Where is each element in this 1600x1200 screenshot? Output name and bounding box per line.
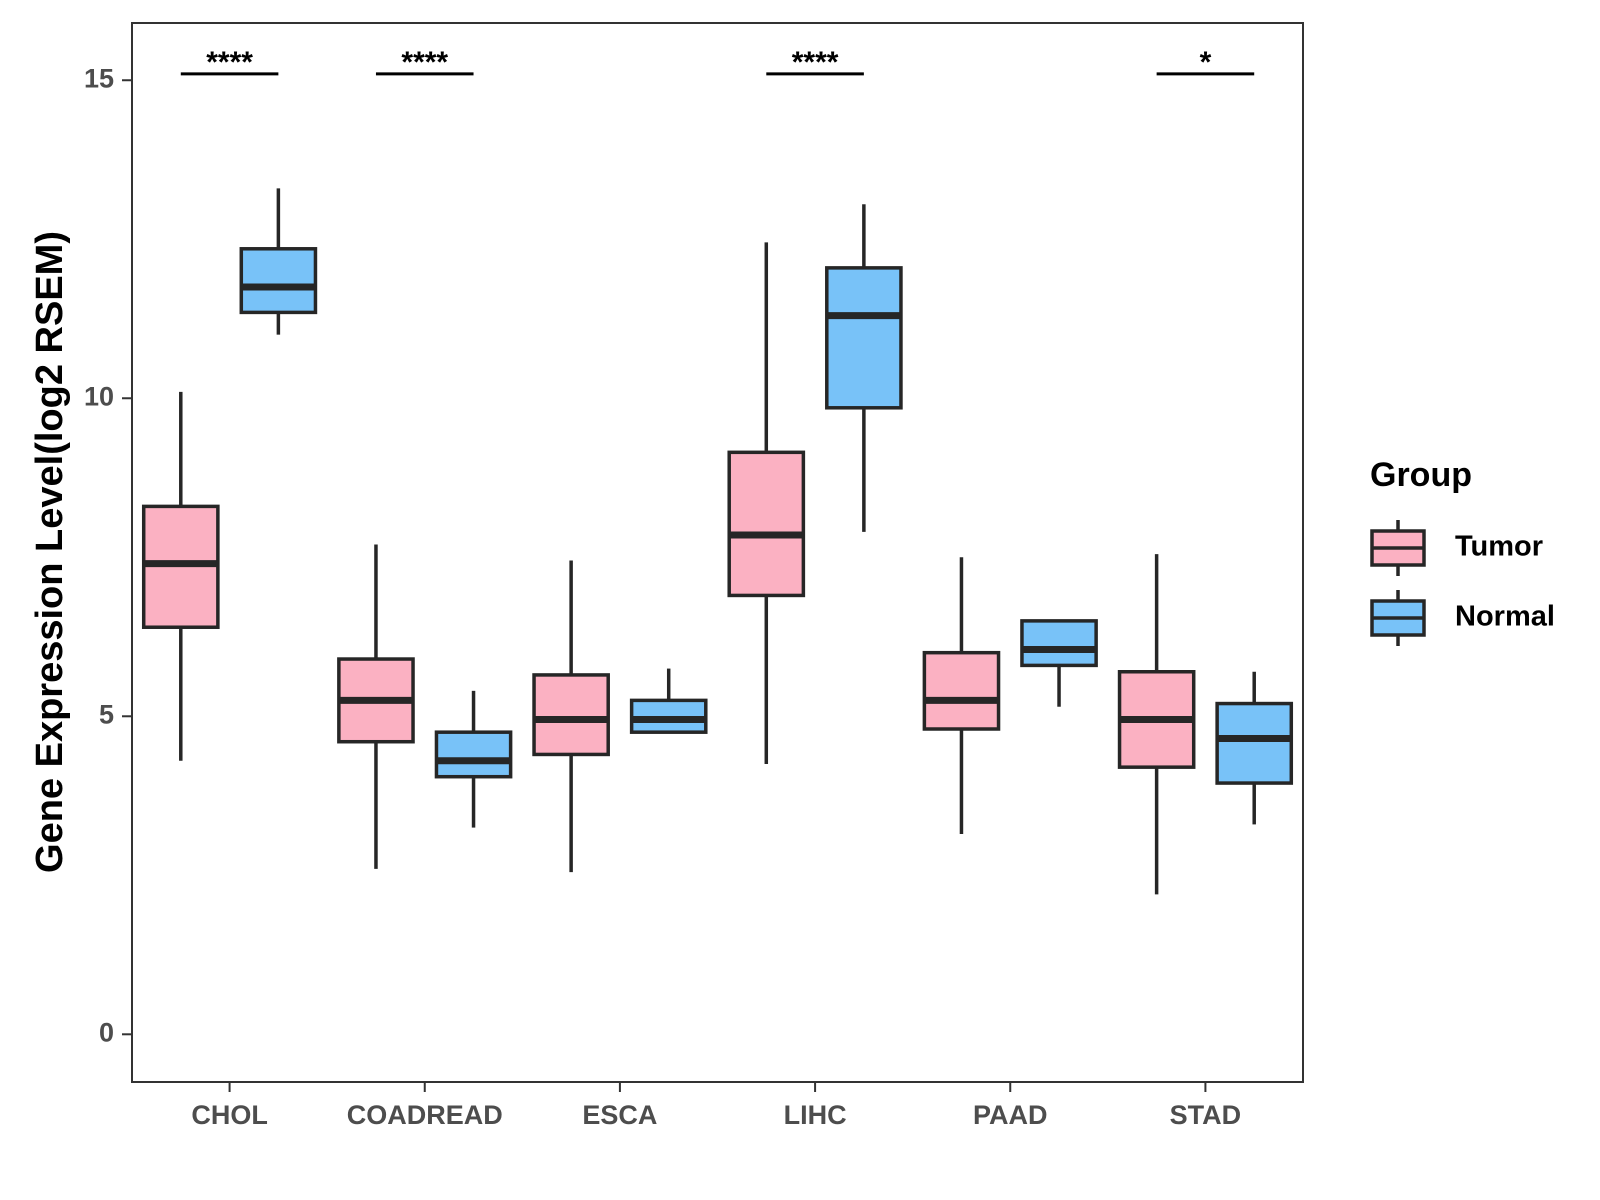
x-axis: CHOL COADREAD ESCA LIHC PAAD STAD bbox=[191, 1082, 1241, 1130]
significance-label: **** bbox=[792, 46, 839, 79]
box-iqr bbox=[922, 650, 1001, 731]
box-tumor-lihc bbox=[727, 242, 806, 764]
box-normal-coadread bbox=[434, 690, 513, 828]
box-iqr bbox=[1215, 701, 1294, 785]
y-tick-label: 10 bbox=[84, 381, 114, 411]
x-tick-label: CHOL bbox=[191, 1100, 268, 1130]
box-iqr bbox=[825, 266, 903, 410]
significance-label: * bbox=[1200, 46, 1212, 79]
box-normal-esca bbox=[629, 668, 708, 734]
box-iqr bbox=[239, 247, 318, 315]
box-iqr bbox=[434, 730, 513, 779]
box-normal-paad bbox=[1020, 619, 1098, 707]
x-tick-label: COADREAD bbox=[347, 1100, 503, 1130]
y-axis: 0 5 10 15 bbox=[84, 63, 132, 1047]
x-tick-label: PAAD bbox=[973, 1100, 1048, 1130]
box-tumor-esca bbox=[532, 560, 610, 873]
legend-label-tumor: Tumor bbox=[1455, 531, 1543, 563]
box-tumor-paad bbox=[922, 557, 1001, 834]
box-normal-stad bbox=[1215, 671, 1294, 825]
x-tick-label: STAD bbox=[1170, 1100, 1242, 1130]
legend: Group Tumor Normal bbox=[1370, 456, 1555, 646]
box-tumor-coadread bbox=[337, 544, 415, 869]
significance-label: **** bbox=[401, 46, 448, 79]
box-tumor-chol bbox=[141, 391, 220, 761]
box-iqr bbox=[727, 450, 806, 598]
legend-label-normal: Normal bbox=[1455, 601, 1555, 633]
legend-key-normal bbox=[1370, 590, 1426, 646]
legend-title: Group bbox=[1370, 456, 1472, 494]
x-tick-label: LIHC bbox=[784, 1100, 847, 1130]
plot-panel-border bbox=[131, 22, 1304, 1083]
legend-key-tumor bbox=[1370, 520, 1426, 576]
boxes-layer bbox=[141, 188, 1294, 895]
y-tick-label: 0 bbox=[99, 1017, 114, 1047]
box-iqr bbox=[532, 673, 610, 757]
significance-layer: **** **** **** * bbox=[180, 46, 1255, 79]
significance-label: **** bbox=[206, 46, 253, 79]
box-iqr bbox=[1020, 619, 1098, 668]
y-tick-label: 5 bbox=[99, 699, 114, 729]
y-axis-title: Gene Expression Level(log2 RSEM) bbox=[29, 231, 71, 873]
y-tick-label: 15 bbox=[84, 63, 114, 93]
box-tumor-stad bbox=[1117, 554, 1196, 895]
x-tick-label: ESCA bbox=[582, 1100, 657, 1130]
box-normal-chol bbox=[239, 188, 318, 335]
box-normal-lihc bbox=[825, 204, 903, 532]
